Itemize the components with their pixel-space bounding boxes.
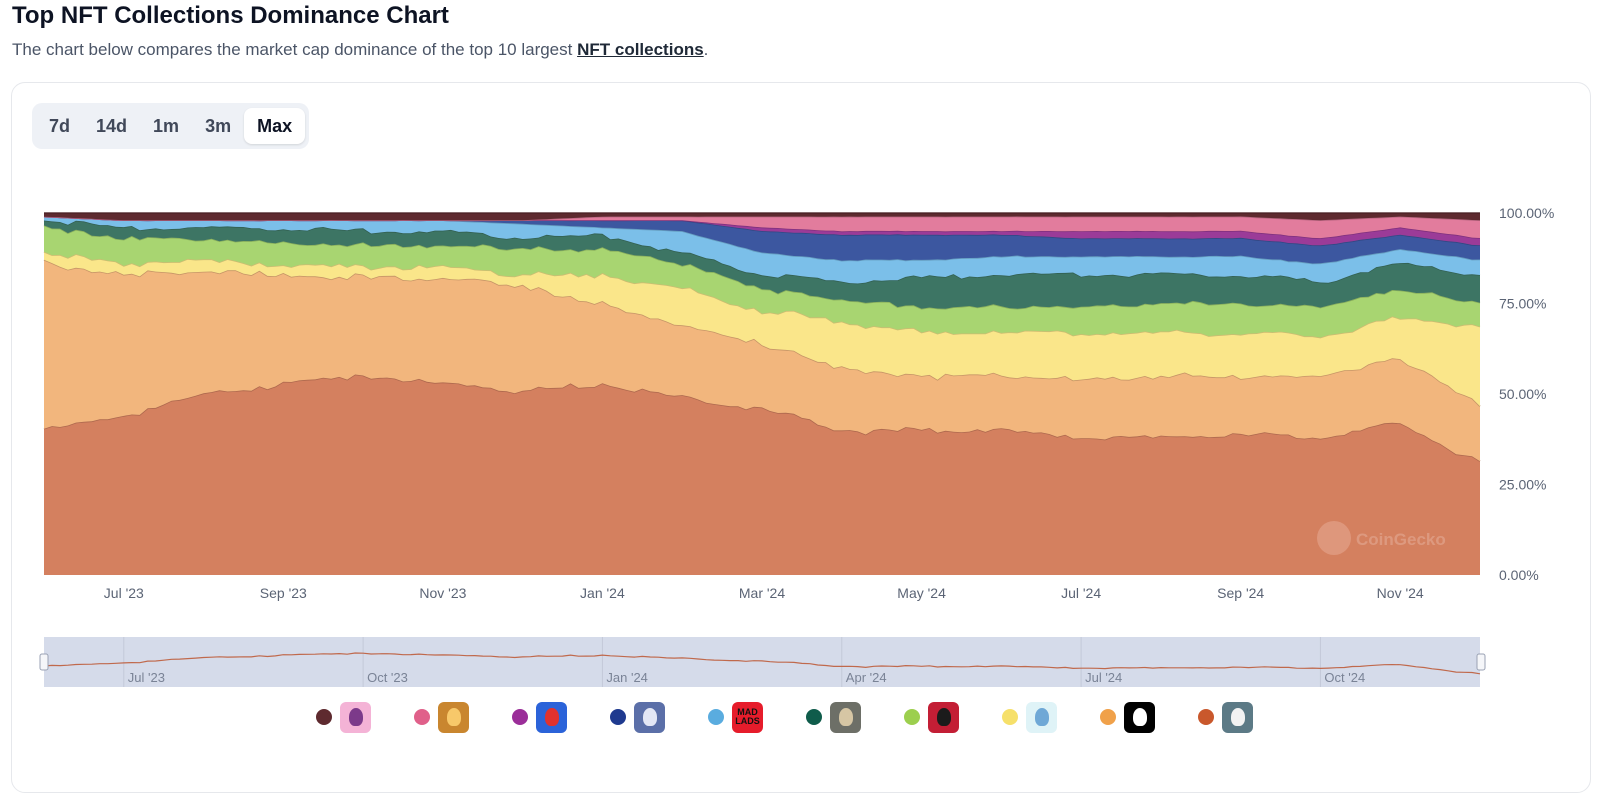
punk-face-icon — [1222, 701, 1253, 733]
legend-color-dot — [806, 709, 822, 725]
chart-legend: MAD LADS — [316, 700, 1296, 734]
pixel-rabbit-icon — [634, 701, 665, 733]
subtitle-end: . — [703, 40, 709, 59]
tab-3m[interactable]: 3m — [205, 115, 232, 136]
legend-item[interactable] — [904, 701, 959, 733]
legend-item[interactable] — [316, 701, 371, 733]
tab-max[interactable]: Max — [244, 108, 306, 144]
legend-color-dot — [1198, 709, 1214, 725]
orange-monster-icon — [438, 701, 469, 733]
page-title: Top NFT Collections Dominance Chart — [12, 2, 449, 29]
legend-item[interactable] — [1002, 701, 1057, 733]
legend-color-dot — [316, 709, 332, 725]
legend-item[interactable] — [610, 701, 665, 733]
samurai-icon — [928, 701, 959, 733]
tab-7d[interactable]: 7d — [49, 115, 71, 136]
legend-item[interactable] — [1100, 701, 1155, 733]
tab-14d[interactable]: 14d — [96, 115, 128, 136]
legend-item[interactable] — [414, 701, 469, 733]
black-swirl-icon — [1124, 701, 1155, 733]
subtitle-text: The chart below compares the market cap … — [12, 40, 578, 59]
legend-item[interactable] — [512, 701, 567, 733]
legend-color-dot — [414, 709, 430, 725]
nft-collections-link[interactable]: NFT collections — [577, 40, 704, 59]
legend-color-dot — [1100, 709, 1116, 725]
pink-character-icon — [340, 701, 371, 733]
legend-color-dot — [708, 709, 724, 725]
chart-card — [11, 82, 1591, 793]
legend-color-dot — [904, 709, 920, 725]
legend-item[interactable] — [1198, 701, 1253, 733]
portrait-icon — [830, 701, 861, 733]
page-subtitle: The chart below compares the market cap … — [12, 40, 708, 60]
time-range-tabs: 7d 14d 1m 3m Max — [32, 103, 310, 149]
penguin-icon — [1026, 701, 1057, 733]
red-figure-icon — [536, 701, 567, 733]
legend-color-dot — [610, 709, 626, 725]
legend-item[interactable]: MAD LADS — [708, 701, 763, 733]
legend-item[interactable] — [806, 701, 861, 733]
mad-lads-icon: MAD LADS — [732, 701, 763, 733]
legend-color-dot — [1002, 709, 1018, 725]
tab-1m[interactable]: 1m — [153, 115, 180, 136]
legend-color-dot — [512, 709, 528, 725]
